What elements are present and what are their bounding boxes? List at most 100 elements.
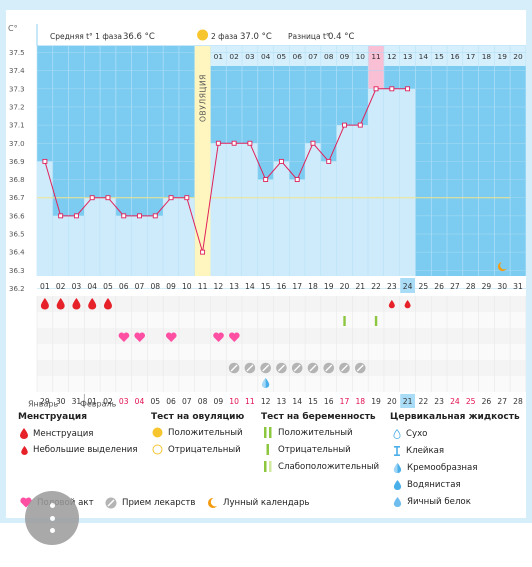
legend-cervical-title: Цервикальная жидкость: [390, 412, 520, 422]
calendar-date: 12: [261, 397, 271, 406]
legend-cerv-dry: Сухо: [393, 429, 427, 439]
header-band: [37, 24, 526, 46]
calendar-date: 04: [135, 397, 145, 406]
temp-column: [368, 88, 384, 276]
temp-column: [257, 179, 274, 276]
chart-frame: Средняя t° 1 фаза 36.6 °C 2 фаза 37.0 °C…: [0, 0, 532, 523]
calendar-date: 07: [182, 397, 192, 406]
temp-column: [320, 161, 337, 276]
circle-negative-icon: [152, 444, 163, 455]
temp-point: [278, 158, 284, 164]
blood-drop-icon: [20, 428, 28, 439]
temp-column: [100, 197, 116, 276]
phase2-day-label: 16: [450, 52, 460, 61]
phase2-day-label: 20: [513, 52, 523, 61]
phase2-day-label: 15: [434, 52, 444, 61]
month-february: Февраль: [80, 400, 117, 409]
more-dot-icon: [50, 503, 55, 508]
temperature-chart[interactable]: Средняя t° 1 фаза 36.6 °C 2 фаза 37.0 °C…: [6, 10, 527, 408]
heart-icon: [134, 332, 146, 342]
temp-column: [210, 143, 227, 276]
heart-icon: [228, 332, 240, 342]
legend-pregnancy-title: Тест на беременность: [261, 412, 376, 422]
temp-point: [58, 213, 64, 219]
temp-point: [389, 86, 395, 92]
temp-column: [52, 215, 69, 276]
calendar-date: 17: [340, 397, 350, 406]
calendar-today-highlight: [400, 394, 415, 408]
temp-point: [357, 122, 363, 128]
legend-ov-negative: Отрицательный: [152, 444, 241, 455]
calendar-date: 25: [466, 397, 476, 406]
temp-column: [163, 197, 179, 276]
y-tick-label: 37.2: [9, 103, 25, 111]
pill-stripe: [293, 364, 301, 372]
phase2-day-label: 12: [387, 52, 396, 61]
small-blood-drop-icon: [21, 445, 28, 455]
calendar-date: 10: [229, 397, 239, 406]
legend-preg-faint-label: Слабоположительный: [278, 461, 380, 472]
legend-cerv-creamy-label: Кремообразная: [407, 463, 478, 473]
legend-ov-positive-label: Положительный: [168, 427, 243, 438]
x-day-label: 01: [40, 282, 50, 291]
legend-lunar-label: Лунный календарь: [223, 498, 310, 508]
phase2-day-label: 05: [277, 52, 287, 61]
x-day-label: 28: [466, 282, 476, 291]
legend-light-discharge-label: Небольшие выделения: [33, 445, 138, 455]
temp-column: [352, 125, 369, 276]
x-day-label: 04: [87, 282, 97, 291]
legend-preg-faint: Слабоположительный: [263, 461, 379, 472]
x-day-label: 30: [497, 282, 507, 291]
more-options-button[interactable]: [25, 491, 79, 545]
watery-drop-icon: [393, 480, 402, 490]
y-tick-label: 36.5: [9, 231, 25, 239]
temp-point: [405, 86, 411, 92]
heart-icon: [118, 332, 130, 342]
light-discharge-drop-icon: [388, 300, 395, 309]
legend-cerv-sticky: Клейкая: [393, 446, 444, 456]
today-highlight: [400, 278, 415, 293]
temp-column: [178, 197, 195, 276]
legend-cerv-sticky-label: Клейкая: [406, 446, 445, 456]
phase1-value: 36.6 °C: [123, 32, 155, 42]
x-day-label: 13: [229, 282, 239, 291]
y-tick-label: 36.7: [9, 194, 25, 202]
pill-icon: [105, 497, 117, 509]
menstruation-drop-icon: [56, 298, 65, 310]
x-day-label: 07: [135, 282, 145, 291]
phase2-day-label: 09: [340, 52, 350, 61]
temp-point: [168, 195, 174, 201]
phase2-label: 2 фаза: [211, 32, 238, 41]
y-unit-label: C°: [8, 24, 18, 33]
menstruation-drop-icon: [40, 298, 49, 310]
legend: Менструация Менструация Небольшие выделе…: [6, 408, 526, 520]
legend-preg-positive: Положительный: [263, 427, 353, 438]
calendar-date: 18: [355, 397, 365, 406]
x-day-label: 10: [182, 282, 192, 291]
x-day-label: 20: [340, 282, 350, 291]
phase2-day-label: 11: [371, 52, 381, 61]
pill-stripe: [246, 364, 254, 372]
x-day-label: 26: [434, 282, 444, 291]
legend-menstruation-title: Менструация: [18, 412, 87, 422]
legend-lunar: Лунный календарь: [206, 497, 309, 509]
calendar-date: 20: [387, 397, 397, 406]
marker-row-bg: [37, 376, 526, 392]
calendar-date: 21: [403, 397, 413, 406]
month-labels: Январь Февраль: [28, 400, 117, 409]
x-day-label: 29: [482, 282, 492, 291]
temp-point: [152, 213, 158, 219]
menstruation-drop-icon: [88, 298, 97, 310]
calendar-date: 26: [482, 397, 492, 406]
y-tick-label: 37.5: [9, 49, 25, 57]
marker-row-bg: [37, 344, 526, 360]
temp-column: [242, 143, 258, 276]
pregnancy-test-line-icon: [374, 316, 378, 326]
temp-column: [147, 215, 164, 276]
heart-icon: [20, 497, 32, 508]
calendar-date: 13: [277, 397, 287, 406]
temp-line: [44, 88, 408, 253]
ovulation-column: [194, 46, 211, 276]
y-tick-label: 36.9: [9, 158, 25, 166]
x-day-label: 09: [166, 282, 176, 291]
